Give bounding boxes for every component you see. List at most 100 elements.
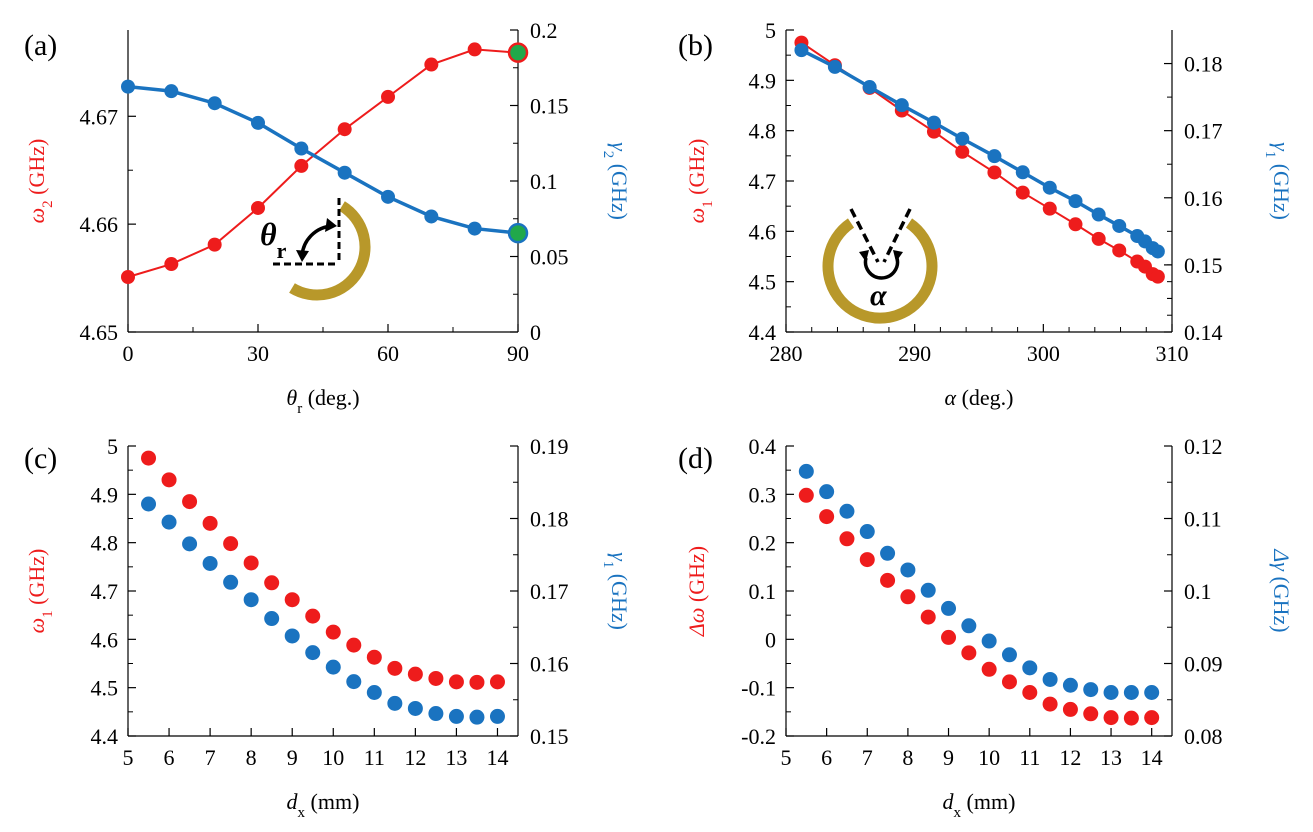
data-point xyxy=(381,89,395,104)
right-y-tick-label: 0.12 xyxy=(1184,434,1223,459)
x-tick-label: 13 xyxy=(1100,745,1122,770)
data-point xyxy=(941,600,957,616)
data-point xyxy=(366,649,382,665)
left-y-tick-label: 0 xyxy=(765,627,776,652)
x-axis-title-subscript: x xyxy=(954,805,962,821)
left-y-axis-title-subscript: 1 xyxy=(40,610,56,618)
left-y-tick-label: 4.5 xyxy=(749,270,777,295)
panel-label-d: (d) xyxy=(678,442,713,475)
data-point xyxy=(880,572,896,588)
right-y-axis-title: γ2 (GHz) xyxy=(600,142,632,220)
right-y-axis-title-symbol: γ xyxy=(607,552,632,562)
data-point xyxy=(243,555,259,571)
x-tick-label: 0 xyxy=(123,341,134,366)
x-tick-label: 9 xyxy=(287,745,298,770)
left-y-tick-label: 4.7 xyxy=(91,579,119,604)
left-y-tick-label: 4.67 xyxy=(80,104,119,129)
right-y-tick-label: 0.16 xyxy=(1184,186,1223,211)
right-y-tick-label: 0.09 xyxy=(1184,652,1223,677)
data-point xyxy=(926,115,941,130)
data-point xyxy=(284,592,300,608)
left-y-axis-title-unit: (GHz) xyxy=(24,549,49,611)
left-y-axis-title: ω2 (GHz) xyxy=(24,139,56,224)
right-y-tick-label: 0.15 xyxy=(530,724,569,749)
x-axis-title-symbol: α xyxy=(945,385,957,410)
right-y-axis-title-unit: (GHz) xyxy=(607,158,632,220)
data-point xyxy=(900,589,916,605)
series-line xyxy=(127,84,519,235)
data-point xyxy=(894,98,909,113)
series-right xyxy=(794,43,1165,259)
data-point xyxy=(1091,207,1106,222)
data-point xyxy=(294,141,309,156)
series-line xyxy=(127,48,519,278)
right-y-axis-title: γ1 (GHz) xyxy=(1262,142,1294,220)
data-point xyxy=(141,450,157,466)
data-point xyxy=(1062,701,1078,717)
data-point xyxy=(467,221,482,236)
data-point xyxy=(489,708,505,724)
right-y-axis-title: γ1 (GHz) xyxy=(600,552,632,630)
inset-angle-label: α xyxy=(870,279,887,312)
x-tick-label: 280 xyxy=(770,341,803,366)
panel-b: (b) 280 290 300 310 4.4 4.5 4.6 4.7 4.8 4.9 5 0.14 0.… xyxy=(678,18,1294,410)
data-point xyxy=(1042,180,1057,195)
x-tick-label: 12 xyxy=(1059,745,1081,770)
x-tick-label: 12 xyxy=(404,745,426,770)
left-y-tick-label: 0.3 xyxy=(749,482,777,507)
x-tick-label: 60 xyxy=(377,341,399,366)
right-y-axis-title-subscript: 1 xyxy=(600,561,616,569)
series-right xyxy=(121,79,525,241)
left-y-axis-title-symbol: Δω xyxy=(684,608,709,637)
arrowhead-icon xyxy=(325,218,337,232)
x-tick-label: 11 xyxy=(364,745,385,770)
series-left xyxy=(141,450,505,690)
data-point xyxy=(981,661,997,677)
right-y-tick-label: 0.18 xyxy=(530,507,569,532)
data-point xyxy=(961,618,977,634)
left-y-tick-label: 4.4 xyxy=(749,320,777,345)
x-axis-title: dx (mm) xyxy=(943,789,1016,821)
data-point xyxy=(207,96,222,111)
data-point xyxy=(223,536,239,552)
data-point xyxy=(1123,710,1139,726)
opening-edge-left xyxy=(849,208,880,263)
right-y-tick-label: 0.1 xyxy=(1184,579,1212,604)
data-point xyxy=(1068,217,1083,232)
opening-edge-right xyxy=(882,208,912,263)
data-point xyxy=(251,200,265,215)
x-axis-title-symbol: θ xyxy=(286,385,297,410)
left-y-tick-label: 0.4 xyxy=(749,434,777,459)
data-point xyxy=(798,463,814,479)
x-axis-title-unit: (deg.) xyxy=(956,385,1013,410)
data-point xyxy=(1068,194,1083,209)
data-point xyxy=(121,269,135,284)
x-tick-label: 13 xyxy=(445,745,467,770)
right-y-axis-title-symbol: Δγ xyxy=(1269,548,1294,572)
x-axis-title-symbol: d xyxy=(943,789,955,814)
data-point xyxy=(1062,677,1078,693)
opening-angle-arrow xyxy=(863,257,900,280)
left-y-tick-label: 4.9 xyxy=(749,68,777,93)
data-point xyxy=(1144,710,1160,726)
x-tick-label: 14 xyxy=(1141,745,1163,770)
x-axis-title-symbol: d xyxy=(287,789,299,814)
series-left xyxy=(121,42,525,284)
data-point xyxy=(1112,218,1127,233)
data-point xyxy=(346,674,362,690)
data-point xyxy=(1042,201,1057,216)
data-point xyxy=(1015,165,1030,180)
x-tick-label: 11 xyxy=(1019,745,1040,770)
x-tick-label: 90 xyxy=(507,341,529,366)
x-axis-title: α (deg.) xyxy=(945,385,1014,410)
data-point xyxy=(880,545,896,561)
right-y-axis-title-unit: (GHz) xyxy=(607,568,632,630)
left-y-axis-title-symbol: ω xyxy=(684,208,709,224)
data-point xyxy=(284,628,300,644)
ring-resonator-shape xyxy=(289,201,371,301)
right-y-tick-label: 0.15 xyxy=(530,94,569,119)
x-tick-label: 10 xyxy=(978,745,1000,770)
panel-label-b: (b) xyxy=(678,29,713,62)
series-left xyxy=(798,487,1160,726)
left-y-axis-title: ω1 (GHz) xyxy=(684,139,716,224)
